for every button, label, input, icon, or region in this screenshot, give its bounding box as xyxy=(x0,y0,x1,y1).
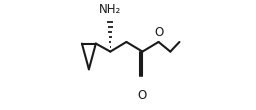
Text: O: O xyxy=(154,26,163,39)
Text: NH₂: NH₂ xyxy=(99,3,121,16)
Text: O: O xyxy=(137,89,146,102)
